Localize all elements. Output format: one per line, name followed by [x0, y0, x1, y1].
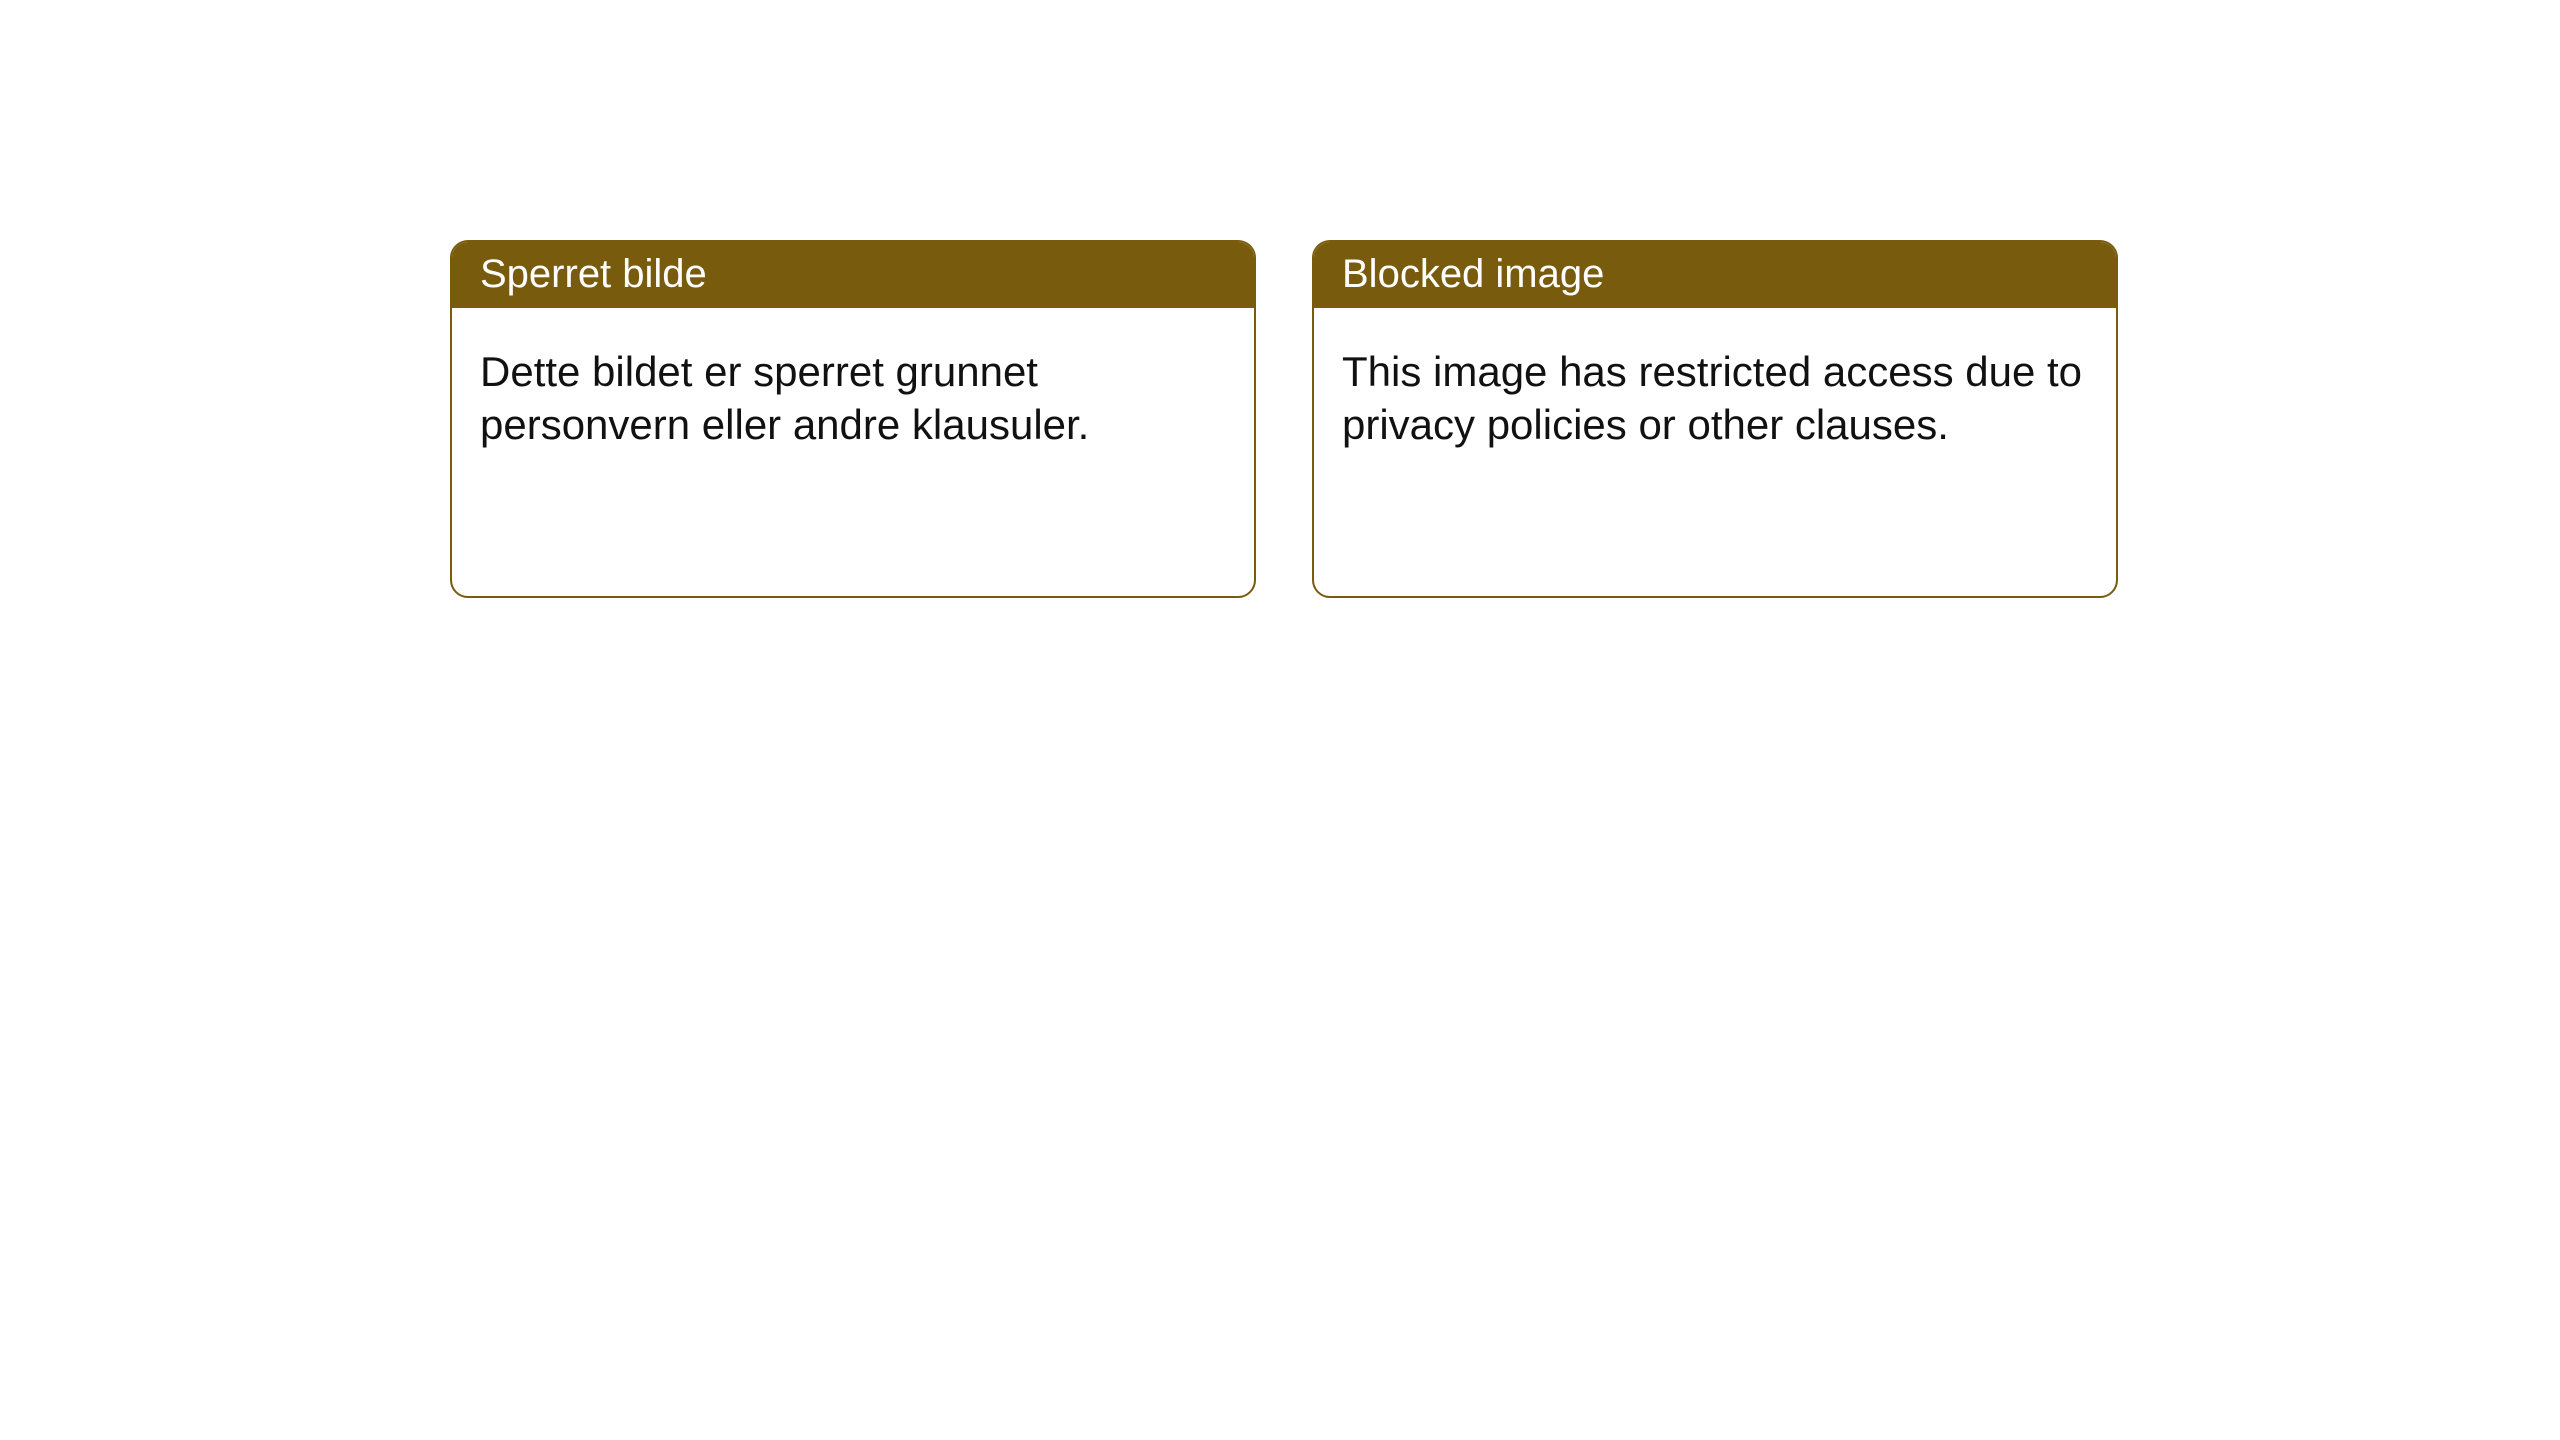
- card-body-text: This image has restricted access due to …: [1314, 308, 2116, 596]
- blocked-image-card-english: Blocked image This image has restricted …: [1312, 240, 2118, 598]
- blocked-image-card-norwegian: Sperret bilde Dette bildet er sperret gr…: [450, 240, 1256, 598]
- card-body-text: Dette bildet er sperret grunnet personve…: [452, 308, 1254, 596]
- card-title: Sperret bilde: [452, 242, 1254, 308]
- notice-cards-row: Sperret bilde Dette bildet er sperret gr…: [450, 240, 2118, 598]
- card-title: Blocked image: [1314, 242, 2116, 308]
